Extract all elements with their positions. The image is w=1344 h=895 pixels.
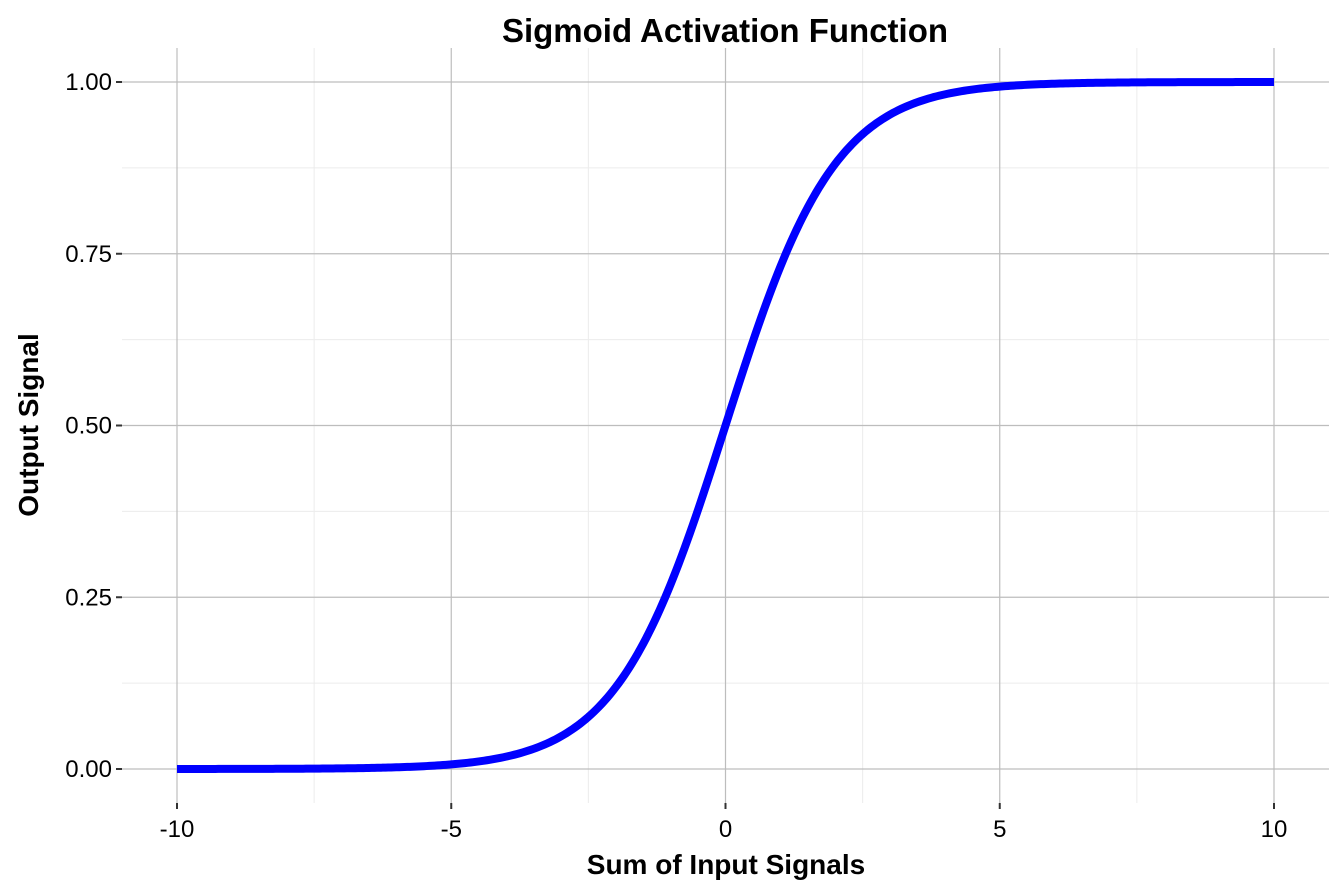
x-tick-label: 0 — [719, 816, 732, 843]
y-tick-label: 0.75 — [65, 241, 112, 268]
y-tick-label: 0.25 — [65, 584, 112, 611]
x-tick-label: -5 — [441, 816, 462, 843]
sigmoid-curve — [177, 78, 1274, 773]
x-tick-label: 10 — [1261, 816, 1288, 843]
axis-ticks: -10 -5 0 5 10 0.00 0.25 0.50 0.75 1.00 — [65, 69, 1287, 843]
x-tick-label: -10 — [160, 816, 195, 843]
y-tick-label: 0.50 — [65, 413, 112, 440]
chart-title: Sigmoid Activation Function — [501, 12, 949, 49]
x-axis-title: Sum of Input Signals — [587, 849, 865, 880]
x-tick-label: 5 — [993, 816, 1006, 843]
y-tick-label: 0.00 — [65, 756, 112, 783]
y-tick-label: 1.00 — [65, 69, 112, 96]
y-axis-title: Output Signal — [13, 333, 44, 517]
